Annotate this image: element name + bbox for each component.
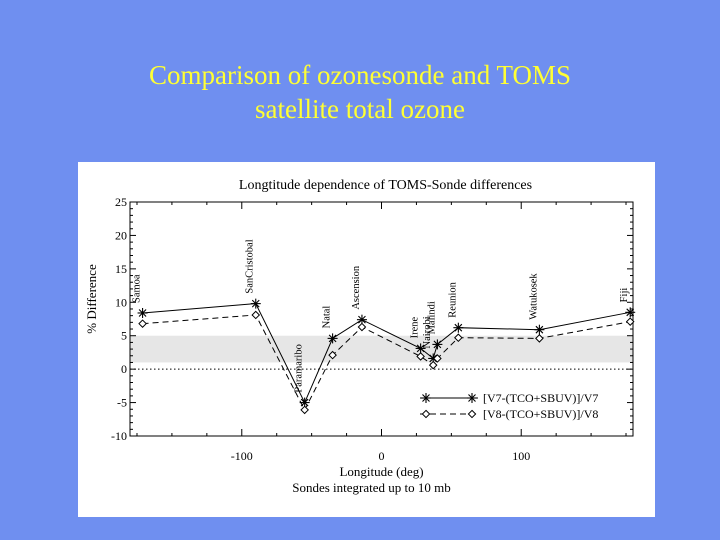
series-1-point bbox=[453, 322, 464, 333]
plot-panel: Longtitude dependence of TOMS-Sonde diff… bbox=[78, 162, 655, 517]
series-2-point bbox=[300, 405, 309, 415]
toms-sonde-chart: Longtitude dependence of TOMS-Sonde diff… bbox=[84, 178, 636, 495]
station-label-ascension: Ascension bbox=[351, 265, 362, 309]
series-1-point bbox=[625, 307, 636, 318]
slide-title-line-1: Comparison of ozonesonde and TOMS bbox=[149, 60, 571, 90]
y-tick-label: 25 bbox=[115, 195, 127, 209]
legend-marker-2 bbox=[421, 409, 431, 419]
series-2-point bbox=[625, 317, 635, 326]
chart-title: Longtitude dependence of TOMS-Sonde diff… bbox=[239, 178, 532, 193]
legend-label-1: [V7-(TCO+SBUV)]/V7 bbox=[483, 391, 598, 405]
y-tick-label: 5 bbox=[121, 329, 127, 343]
series-2-point bbox=[328, 350, 337, 360]
legend-marker-1 bbox=[467, 393, 477, 403]
station-label-fiji: Fiji bbox=[619, 288, 630, 303]
station-label-irene: Irene bbox=[410, 317, 421, 339]
y-tick-label: 10 bbox=[115, 295, 127, 309]
legend-marker-1 bbox=[421, 393, 431, 403]
series-1-point bbox=[327, 333, 338, 344]
series-2-point bbox=[535, 334, 544, 343]
series-2-point bbox=[454, 333, 463, 343]
station-label-nairobi: Nairobi bbox=[422, 316, 433, 348]
station-label-watukosek: Watukosek bbox=[528, 273, 539, 320]
shaded-band bbox=[130, 335, 633, 363]
series-1-point bbox=[534, 324, 545, 335]
legend-marker-2 bbox=[467, 409, 477, 419]
series-2-point bbox=[433, 354, 442, 363]
y-tick-label: 0 bbox=[121, 362, 127, 376]
station-label-samoa: Samoa bbox=[132, 274, 143, 303]
y-axis-label: % Difference bbox=[84, 264, 99, 334]
series-2-point bbox=[428, 360, 438, 370]
series-1-point bbox=[250, 298, 261, 309]
station-label-reunion: Reunion bbox=[447, 281, 458, 317]
series-1-point bbox=[356, 314, 367, 325]
x-tick-label: -100 bbox=[231, 449, 253, 463]
series-2-point bbox=[416, 352, 425, 361]
y-tick-label: 15 bbox=[115, 262, 127, 276]
station-label-natal: Natal bbox=[322, 306, 333, 329]
series-2-point bbox=[138, 319, 147, 328]
y-tick-label: 20 bbox=[115, 228, 127, 242]
series-line-2 bbox=[142, 314, 631, 412]
x-tick-label: 100 bbox=[512, 449, 530, 463]
series-1-point bbox=[415, 343, 426, 354]
y-tick-label: -5 bbox=[117, 396, 127, 410]
series-2-point bbox=[357, 322, 367, 332]
station-label-paramaribo: Paramaribo bbox=[294, 344, 305, 392]
x-axis-label: Longitude (deg) bbox=[339, 464, 423, 479]
slide-title-line-2: satellite total ozone bbox=[255, 94, 465, 124]
series-1-point bbox=[137, 307, 148, 318]
station-label-malindi: Malindi bbox=[426, 301, 437, 334]
series-1-point bbox=[432, 339, 443, 350]
x-tick-label: 0 bbox=[379, 449, 385, 463]
legend-label-2: [V8-(TCO+SBUV)]/V8 bbox=[483, 407, 598, 421]
chart-subtitle: Sondes integrated up to 10 mb bbox=[292, 480, 451, 495]
series-2-point bbox=[251, 310, 261, 320]
slide-title: Comparison of ozonesonde and TOMS satell… bbox=[0, 58, 720, 126]
station-label-sancristobal: SanCristobal bbox=[245, 239, 256, 293]
y-tick-label: -10 bbox=[111, 429, 127, 443]
